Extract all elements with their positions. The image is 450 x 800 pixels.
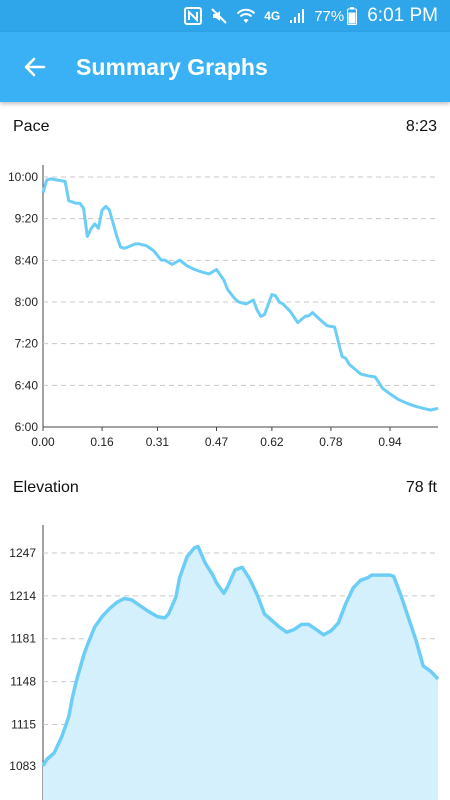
- pace-x-tick-label: 0.62: [260, 435, 284, 449]
- elevation-label: Elevation: [13, 479, 79, 496]
- battery-percent: 77%: [314, 7, 345, 25]
- pace-y-tick-label: 9:20: [15, 212, 39, 226]
- pace-y-tick-label: 6:40: [15, 378, 39, 392]
- arrow-left-icon: [24, 57, 46, 77]
- pace-y-tick-label: 6:00: [15, 420, 39, 434]
- signal-icon: [288, 7, 306, 25]
- elevation-header: Elevation 78 ft: [0, 473, 450, 503]
- elevation-y-tick-label: 1148: [10, 675, 36, 689]
- elevation-y-tick-label: 1214: [9, 589, 36, 603]
- elevation-y-tick-label: 1181: [10, 632, 36, 646]
- pace-value: 8:23: [405, 118, 437, 135]
- status-bar: 4G 77% 6:01 PM: [0, 0, 450, 32]
- wifi-icon: [236, 7, 256, 25]
- nfc-icon: [184, 7, 203, 25]
- app-bar: Summary Graphs: [0, 32, 450, 102]
- pace-x-tick-label: 0.78: [319, 435, 343, 449]
- elevation-series-line: [41, 544, 440, 767]
- clock: 6:01 PM: [367, 5, 438, 26]
- page-title: Summary Graphs: [76, 53, 268, 80]
- back-button[interactable]: [0, 32, 70, 102]
- pace-x-tick-label: 0.47: [205, 435, 229, 449]
- elevation-area-fill: [43, 546, 438, 800]
- elevation-y-tick-label: 1247: [9, 546, 36, 560]
- pace-x-tick-label: 0.00: [31, 435, 55, 449]
- elevation-y-tick-label: 1115: [11, 717, 36, 731]
- pace-y-tick-label: 10:00: [8, 170, 38, 184]
- pace-x-tick-label: 0.94: [378, 435, 402, 449]
- mute-icon: [210, 7, 228, 25]
- elevation-y-tick-label: 1083: [9, 759, 36, 773]
- pace-y-tick-label: 8:40: [15, 253, 39, 267]
- elevation-chart: 1247 1214 1181 1148 1115 1083: [9, 525, 440, 800]
- pace-label: Pace: [13, 118, 50, 135]
- network-type-label: 4G: [264, 9, 281, 23]
- pace-x-tick-label: 0.16: [90, 435, 114, 449]
- pace-x-tick-label: 0.31: [146, 435, 170, 449]
- pace-header: Pace 8:23: [0, 112, 450, 142]
- pace-series-line: [41, 177, 439, 412]
- pace-chart: 10:00 9:20 8:40 8:00 7:20 6:40 6:000.00 0.16 0.3…: [8, 165, 439, 449]
- battery-icon: [347, 7, 358, 25]
- elevation-value: 78 ft: [405, 479, 437, 496]
- pace-y-tick-label: 8:00: [15, 295, 39, 309]
- pace-y-tick-label: 7:20: [15, 337, 39, 351]
